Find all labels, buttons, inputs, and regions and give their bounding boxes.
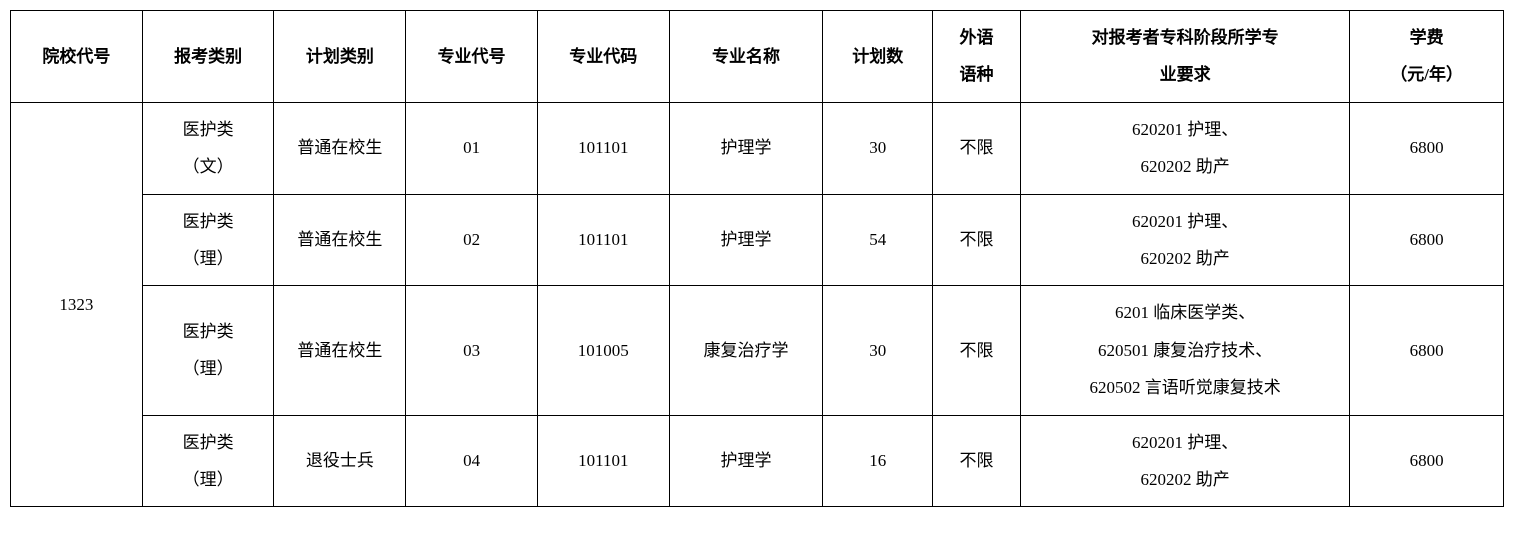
cell-tuition: 6800	[1350, 194, 1504, 286]
cell-exam-category: 医护类 （理）	[142, 194, 274, 286]
cell-major-name: 康复治疗学	[669, 286, 823, 415]
table-row: 1323 医护类 （文） 普通在校生 01 101101 护理学 30 不限 6…	[11, 102, 1504, 194]
cell-requirement: 6201 临床医学类、 620501 康复治疗技术、 620502 言语听觉康复…	[1020, 286, 1349, 415]
cell-major-code: 101101	[537, 194, 669, 286]
cell-major-name: 护理学	[669, 102, 823, 194]
header-tuition: 学费 （元/年）	[1350, 11, 1504, 103]
cell-requirement: 620201 护理、 620202 助产	[1020, 415, 1349, 507]
cell-plan-category: 普通在校生	[274, 286, 406, 415]
cell-requirement: 620201 护理、 620202 助产	[1020, 102, 1349, 194]
header-language: 外语 语种	[933, 11, 1021, 103]
header-plan-category: 计划类别	[274, 11, 406, 103]
cell-major-number: 02	[406, 194, 538, 286]
table-row: 医护类 （理） 普通在校生 03 101005 康复治疗学 30 不限 6201…	[11, 286, 1504, 415]
admission-plan-table: 院校代号 报考类别 计划类别 专业代号 专业代码 专业名称 计划数 外语 语种 …	[10, 10, 1504, 507]
table-header-row: 院校代号 报考类别 计划类别 专业代号 专业代码 专业名称 计划数 外语 语种 …	[11, 11, 1504, 103]
cell-exam-category: 医护类 （理）	[142, 415, 274, 507]
cell-plan-count: 30	[823, 102, 933, 194]
table-row: 医护类 （理） 普通在校生 02 101101 护理学 54 不限 620201…	[11, 194, 1504, 286]
header-major-name: 专业名称	[669, 11, 823, 103]
header-exam-category: 报考类别	[142, 11, 274, 103]
cell-exam-category: 医护类 （理）	[142, 286, 274, 415]
table-row: 医护类 （理） 退役士兵 04 101101 护理学 16 不限 620201 …	[11, 415, 1504, 507]
cell-plan-count: 54	[823, 194, 933, 286]
cell-plan-category: 普通在校生	[274, 194, 406, 286]
cell-plan-category: 普通在校生	[274, 102, 406, 194]
cell-language: 不限	[933, 415, 1021, 507]
header-school-code: 院校代号	[11, 11, 143, 103]
cell-plan-count: 30	[823, 286, 933, 415]
cell-tuition: 6800	[1350, 415, 1504, 507]
cell-tuition: 6800	[1350, 102, 1504, 194]
cell-language: 不限	[933, 102, 1021, 194]
cell-major-code: 101101	[537, 415, 669, 507]
cell-language: 不限	[933, 194, 1021, 286]
cell-tuition: 6800	[1350, 286, 1504, 415]
header-major-code: 专业代码	[537, 11, 669, 103]
cell-plan-count: 16	[823, 415, 933, 507]
cell-major-number: 04	[406, 415, 538, 507]
cell-exam-category: 医护类 （文）	[142, 102, 274, 194]
header-requirement: 对报考者专科阶段所学专 业要求	[1020, 11, 1349, 103]
cell-plan-category: 退役士兵	[274, 415, 406, 507]
cell-major-code: 101005	[537, 286, 669, 415]
header-plan-count: 计划数	[823, 11, 933, 103]
cell-requirement: 620201 护理、 620202 助产	[1020, 194, 1349, 286]
cell-school-code: 1323	[11, 102, 143, 507]
cell-major-name: 护理学	[669, 194, 823, 286]
cell-major-name: 护理学	[669, 415, 823, 507]
cell-language: 不限	[933, 286, 1021, 415]
cell-major-number: 03	[406, 286, 538, 415]
cell-major-code: 101101	[537, 102, 669, 194]
header-major-number: 专业代号	[406, 11, 538, 103]
cell-major-number: 01	[406, 102, 538, 194]
